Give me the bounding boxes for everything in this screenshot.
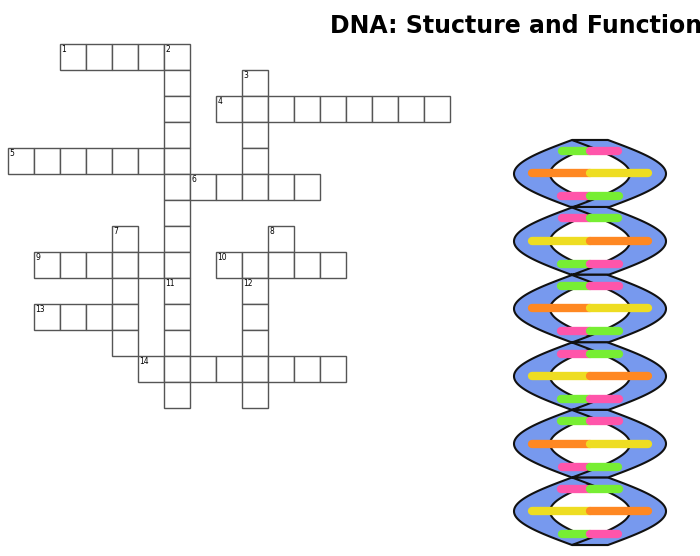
Bar [164, 174, 190, 200]
Text: 3: 3 [244, 72, 248, 81]
Text: 4: 4 [218, 97, 223, 107]
Bar [86, 44, 112, 70]
Text: DNA: Stucture and Function: DNA: Stucture and Function [330, 14, 700, 38]
Bar [398, 96, 424, 122]
Bar [138, 356, 164, 382]
Polygon shape [514, 342, 609, 410]
Text: 10: 10 [218, 254, 227, 262]
Bar [242, 330, 268, 356]
Bar [242, 278, 268, 304]
Bar [34, 304, 60, 330]
Text: 9: 9 [36, 254, 41, 262]
Polygon shape [571, 410, 666, 478]
Bar [216, 252, 242, 278]
Bar [242, 148, 268, 174]
Bar [60, 148, 86, 174]
Bar [242, 122, 268, 148]
Text: 2: 2 [165, 46, 170, 54]
Bar [164, 96, 190, 122]
Bar [268, 226, 294, 252]
Polygon shape [572, 140, 666, 207]
Bar [112, 278, 138, 304]
Text: 13: 13 [36, 305, 45, 315]
Text: 14: 14 [139, 358, 149, 366]
Polygon shape [514, 140, 608, 207]
Bar [112, 252, 138, 278]
Bar [164, 356, 190, 382]
Bar [294, 356, 320, 382]
Bar [372, 96, 398, 122]
Bar [86, 252, 112, 278]
Bar [164, 122, 190, 148]
Bar [112, 148, 138, 174]
Bar [8, 148, 34, 174]
Bar [268, 252, 294, 278]
Bar [190, 356, 216, 382]
Bar [164, 226, 190, 252]
Bar [112, 304, 138, 330]
Bar [242, 70, 268, 96]
Text: 11: 11 [165, 280, 175, 289]
Bar [60, 304, 86, 330]
Bar [60, 44, 86, 70]
Bar [190, 174, 216, 200]
Bar [268, 96, 294, 122]
Bar [216, 356, 242, 382]
Bar [424, 96, 450, 122]
Bar [164, 278, 190, 304]
Bar [86, 304, 112, 330]
Bar [164, 330, 190, 356]
Bar [242, 96, 268, 122]
Polygon shape [572, 478, 666, 545]
Bar [320, 96, 346, 122]
Polygon shape [570, 207, 666, 275]
Polygon shape [514, 478, 608, 545]
Bar [242, 304, 268, 330]
Bar [242, 174, 268, 200]
Text: 1: 1 [62, 46, 66, 54]
Bar [346, 96, 372, 122]
Bar [34, 148, 60, 174]
Bar [216, 96, 242, 122]
Bar [60, 252, 86, 278]
Bar [164, 252, 190, 278]
Polygon shape [570, 275, 666, 342]
Bar [294, 96, 320, 122]
Polygon shape [571, 342, 666, 410]
Bar [164, 70, 190, 96]
Bar [138, 252, 164, 278]
Polygon shape [514, 207, 610, 275]
Bar [294, 174, 320, 200]
Bar [164, 44, 190, 70]
Text: 12: 12 [244, 280, 253, 289]
Bar [164, 304, 190, 330]
Text: 7: 7 [113, 227, 118, 236]
Bar [138, 148, 164, 174]
Text: 6: 6 [192, 176, 197, 185]
Bar [320, 356, 346, 382]
Bar [112, 330, 138, 356]
Bar [164, 200, 190, 226]
Bar [164, 148, 190, 174]
Bar [112, 44, 138, 70]
Bar [268, 356, 294, 382]
Text: 8: 8 [270, 227, 274, 236]
Bar [216, 174, 242, 200]
Polygon shape [514, 275, 609, 342]
Bar [138, 44, 164, 70]
Text: 5: 5 [10, 150, 15, 158]
Bar [268, 174, 294, 200]
Bar [320, 252, 346, 278]
Bar [112, 226, 138, 252]
Bar [86, 148, 112, 174]
Bar [294, 252, 320, 278]
Bar [34, 252, 60, 278]
Bar [164, 382, 190, 408]
Bar [242, 382, 268, 408]
Bar [242, 252, 268, 278]
Polygon shape [514, 410, 608, 478]
Bar [242, 356, 268, 382]
